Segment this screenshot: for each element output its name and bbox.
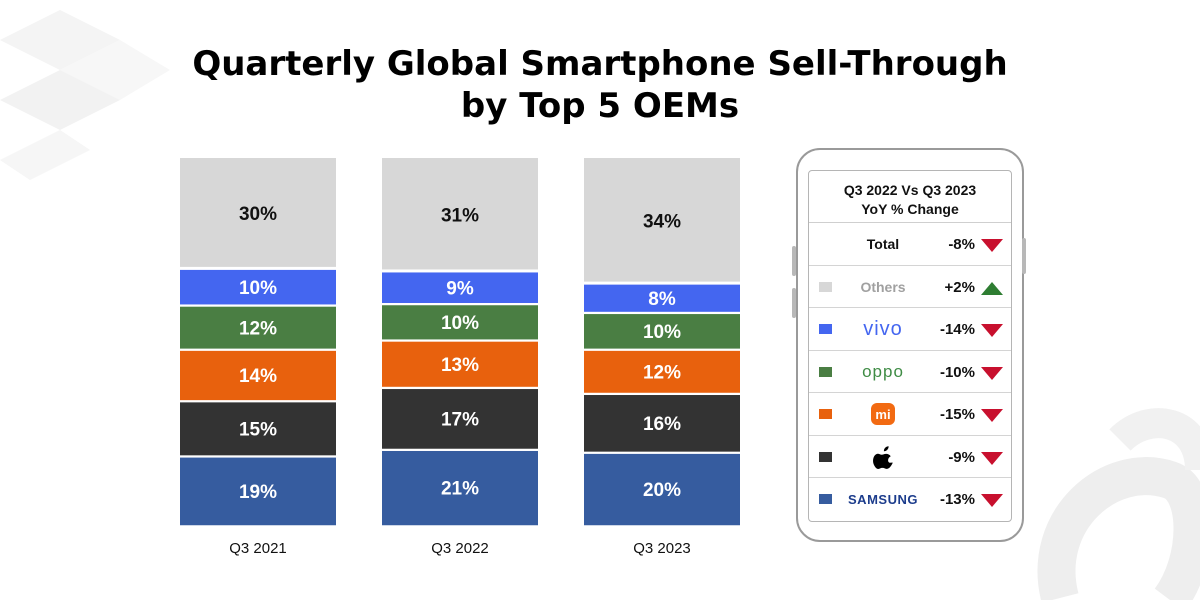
bar-segment [180, 457, 336, 526]
yoy-row: Others +2% [809, 266, 1011, 308]
yoy-row: oppo -10% [809, 351, 1011, 393]
down-triangle-icon [981, 366, 1003, 385]
yoy-row: -9% [809, 436, 1011, 478]
yoy-row: vivo -14% [809, 308, 1011, 351]
yoy-change-value: -13% [939, 491, 975, 508]
data-label: 15% [239, 419, 277, 440]
bar-segment [584, 453, 740, 526]
bar-segment [180, 158, 336, 267]
yoy-heading-line-2: YoY % Change [861, 201, 959, 217]
data-label: 19% [239, 482, 277, 503]
data-label: 30% [239, 204, 277, 225]
yoy-row-label: Total [866, 236, 900, 252]
down-triangle-icon [981, 409, 1003, 427]
bar-segment [180, 350, 336, 401]
bar-segment [180, 306, 336, 349]
yoy-change-value: -10% [939, 363, 975, 381]
data-label: 14% [239, 366, 277, 387]
bar-segment [382, 341, 538, 387]
data-label: 12% [239, 318, 277, 339]
bar-segment [584, 314, 740, 349]
data-label: 9% [446, 278, 474, 299]
chart-title-line-1: Quarterly Global Smartphone Sell-Through [192, 44, 1008, 84]
down-triangle-icon [981, 451, 1003, 470]
legend-swatch [819, 281, 832, 292]
bar-segment [382, 450, 538, 526]
phone-side-button [792, 246, 796, 276]
legend-swatch [819, 494, 832, 504]
data-label: 16% [643, 414, 681, 435]
down-triangle-icon [981, 494, 1003, 512]
bar-segment [382, 272, 538, 303]
data-label: 10% [643, 322, 681, 343]
legend-swatch [819, 451, 832, 462]
yoy-change-value: -8% [948, 236, 975, 253]
data-label: 13% [441, 355, 479, 376]
data-label: 20% [643, 480, 681, 501]
x-tick-label: Q3 2023 [633, 540, 691, 557]
data-label: 10% [441, 313, 479, 334]
yoy-change-value: -14% [939, 321, 975, 338]
yoy-heading-line-1: Q3 2022 Vs Q3 2023 [843, 182, 977, 198]
yoy-row: SAMSUNG -13% [809, 478, 1011, 521]
bar-segment [382, 305, 538, 340]
yoy-rows: Total -8% Others +2% vivo -14% oppo -10% mi -15% -… [809, 223, 1011, 521]
data-label: 8% [648, 289, 676, 310]
bar-segment [180, 269, 336, 305]
data-label: 12% [643, 362, 681, 383]
yoy-change-value: -15% [939, 406, 975, 423]
legend-swatch [819, 366, 832, 377]
samsung-wordmark: SAMSUNG [848, 491, 918, 507]
data-label: 34% [643, 212, 681, 233]
legend-swatch [819, 324, 832, 334]
data-label: 17% [441, 410, 479, 431]
phone-side-button [792, 288, 796, 318]
phone-screen: Q3 2022 Vs Q3 2023 YoY % Change Total -8%… [808, 170, 1012, 522]
apple-logo-icon [839, 436, 927, 478]
legend-swatch [819, 409, 832, 419]
bar-segment [382, 158, 538, 270]
data-label: 10% [239, 278, 277, 299]
chart-title-line-2: by Top 5 OEMs [460, 86, 740, 126]
bar-segment [382, 389, 538, 449]
bar-segment [180, 402, 336, 456]
xiaomi-logo-icon: mi [839, 393, 927, 435]
xiaomi-logo-box: mi [871, 403, 895, 425]
bar-segment [584, 284, 740, 312]
yoy-phone-panel: Q3 2022 Vs Q3 2023 YoY % Change Total -8%… [792, 148, 1026, 542]
up-triangle-icon [981, 281, 1003, 300]
yoy-change-value: -9% [948, 448, 975, 466]
yoy-row-label: Others [860, 278, 906, 295]
yoy-row: Total -8% [809, 223, 1011, 266]
bar-segment [584, 350, 740, 393]
x-tick-label: Q3 2022 [431, 540, 489, 557]
data-label: 31% [441, 205, 479, 226]
yoy-change-value: +2% [944, 278, 975, 296]
data-label: 21% [441, 479, 479, 500]
bar-segment [584, 395, 740, 452]
down-triangle-icon [981, 324, 1003, 342]
yoy-heading: Q3 2022 Vs Q3 2023 YoY % Change [809, 171, 1011, 223]
bar-segment [584, 158, 740, 282]
yoy-row: mi -15% [809, 393, 1011, 436]
down-triangle-icon [981, 239, 1003, 257]
oppo-wordmark: oppo [862, 361, 904, 381]
x-tick-label: Q3 2021 [229, 540, 287, 557]
vivo-wordmark: vivo [863, 317, 903, 340]
phone-power-button [1022, 238, 1026, 274]
